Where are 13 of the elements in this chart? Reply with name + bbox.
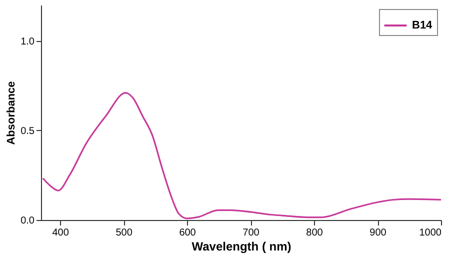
legend-label: B14: [412, 20, 434, 32]
x-tick-label: 700: [242, 228, 260, 238]
x-tick-label: 900: [370, 228, 387, 238]
x-tick-label: 1000: [419, 228, 442, 238]
x-tick-label: 600: [179, 228, 196, 238]
y-axis-title: Absorbance: [6, 81, 18, 145]
x-tick-label: 400: [52, 228, 70, 238]
x-tick-label: 500: [116, 228, 133, 238]
y-tick-label: 0.0: [20, 216, 35, 226]
y-tick-label: 1.0: [20, 36, 35, 48]
x-tick-label: 800: [306, 228, 324, 238]
y-tick-label: 0.5: [20, 126, 35, 137]
x-axis-title: Wavelength ( nm): [192, 240, 292, 254]
